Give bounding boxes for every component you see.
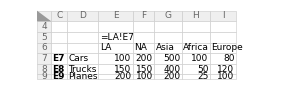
Text: Africa: Africa	[183, 43, 209, 52]
Bar	[155, 32, 182, 43]
Text: 50: 50	[197, 65, 208, 74]
Bar	[155, 64, 182, 74]
Bar	[51, 53, 67, 64]
Bar	[155, 11, 182, 21]
Text: E7: E7	[52, 54, 65, 63]
Bar	[51, 32, 67, 43]
Bar	[210, 43, 236, 53]
Bar	[67, 43, 99, 53]
Text: Asia: Asia	[156, 43, 174, 52]
Text: 6: 6	[41, 43, 47, 52]
Bar	[37, 21, 51, 32]
Text: 200: 200	[114, 72, 131, 81]
Bar	[182, 43, 210, 53]
Bar	[155, 53, 182, 64]
Bar	[133, 11, 155, 21]
Text: E: E	[113, 11, 118, 20]
Text: 25: 25	[197, 72, 208, 81]
Text: 400: 400	[163, 65, 180, 74]
Text: 4: 4	[41, 22, 47, 31]
Text: 80: 80	[223, 54, 234, 63]
Bar	[133, 43, 155, 53]
Bar	[133, 64, 155, 74]
Bar	[99, 32, 133, 43]
Text: E9: E9	[52, 72, 65, 81]
Bar	[133, 74, 155, 79]
Bar	[182, 11, 210, 21]
Bar	[51, 74, 67, 79]
Text: 5: 5	[41, 33, 47, 42]
Bar	[210, 64, 236, 74]
Text: 7: 7	[41, 54, 47, 63]
Bar	[182, 21, 210, 32]
Bar	[99, 21, 133, 32]
Text: G: G	[165, 11, 172, 20]
Text: 9: 9	[41, 72, 47, 81]
Bar	[99, 11, 133, 21]
Bar	[182, 32, 210, 43]
Bar	[51, 43, 67, 53]
Text: 100: 100	[217, 72, 234, 81]
Text: 150: 150	[114, 65, 131, 74]
Bar	[210, 21, 236, 32]
Bar	[210, 32, 236, 43]
Bar	[133, 21, 155, 32]
Bar	[37, 11, 51, 21]
Bar	[99, 64, 133, 74]
Bar	[37, 74, 51, 79]
Bar	[133, 53, 155, 64]
Text: 200: 200	[136, 54, 153, 63]
Text: 500: 500	[163, 54, 180, 63]
Text: D: D	[79, 11, 86, 20]
Bar	[99, 43, 133, 53]
Bar	[155, 21, 182, 32]
Bar	[182, 64, 210, 74]
Text: Cars: Cars	[68, 54, 89, 63]
Bar	[67, 74, 99, 79]
Text: E8: E8	[52, 65, 65, 74]
Polygon shape	[37, 11, 51, 21]
Bar	[182, 53, 210, 64]
Bar	[37, 32, 51, 43]
Bar	[51, 64, 67, 74]
Bar	[210, 74, 236, 79]
Bar	[67, 11, 99, 21]
Text: 150: 150	[136, 65, 153, 74]
Text: I: I	[222, 11, 224, 20]
Bar	[210, 11, 236, 21]
Bar	[155, 43, 182, 53]
Bar	[67, 64, 99, 74]
Bar	[67, 53, 99, 64]
Text: 120: 120	[217, 65, 234, 74]
Text: F: F	[141, 11, 146, 20]
Text: NA: NA	[134, 43, 147, 52]
Bar	[99, 53, 133, 64]
Bar	[182, 74, 210, 79]
Bar	[210, 53, 236, 64]
Text: Europe: Europe	[211, 43, 243, 52]
Text: LA: LA	[100, 43, 111, 52]
Bar	[51, 21, 67, 32]
Text: C: C	[56, 11, 62, 20]
Bar	[99, 74, 133, 79]
Text: 100: 100	[136, 72, 153, 81]
Text: 100: 100	[191, 54, 208, 63]
Bar	[37, 64, 51, 74]
Bar	[37, 53, 51, 64]
Text: H: H	[193, 11, 199, 20]
Bar	[51, 11, 67, 21]
Bar	[67, 32, 99, 43]
Bar	[133, 32, 155, 43]
Text: Trucks: Trucks	[68, 65, 97, 74]
Bar	[67, 21, 99, 32]
Text: 100: 100	[114, 54, 131, 63]
Bar	[155, 74, 182, 79]
Text: Planes: Planes	[68, 72, 98, 81]
Bar	[37, 43, 51, 53]
Text: =LA!E7: =LA!E7	[100, 33, 133, 42]
Text: 8: 8	[41, 65, 47, 74]
Text: 200: 200	[163, 72, 180, 81]
